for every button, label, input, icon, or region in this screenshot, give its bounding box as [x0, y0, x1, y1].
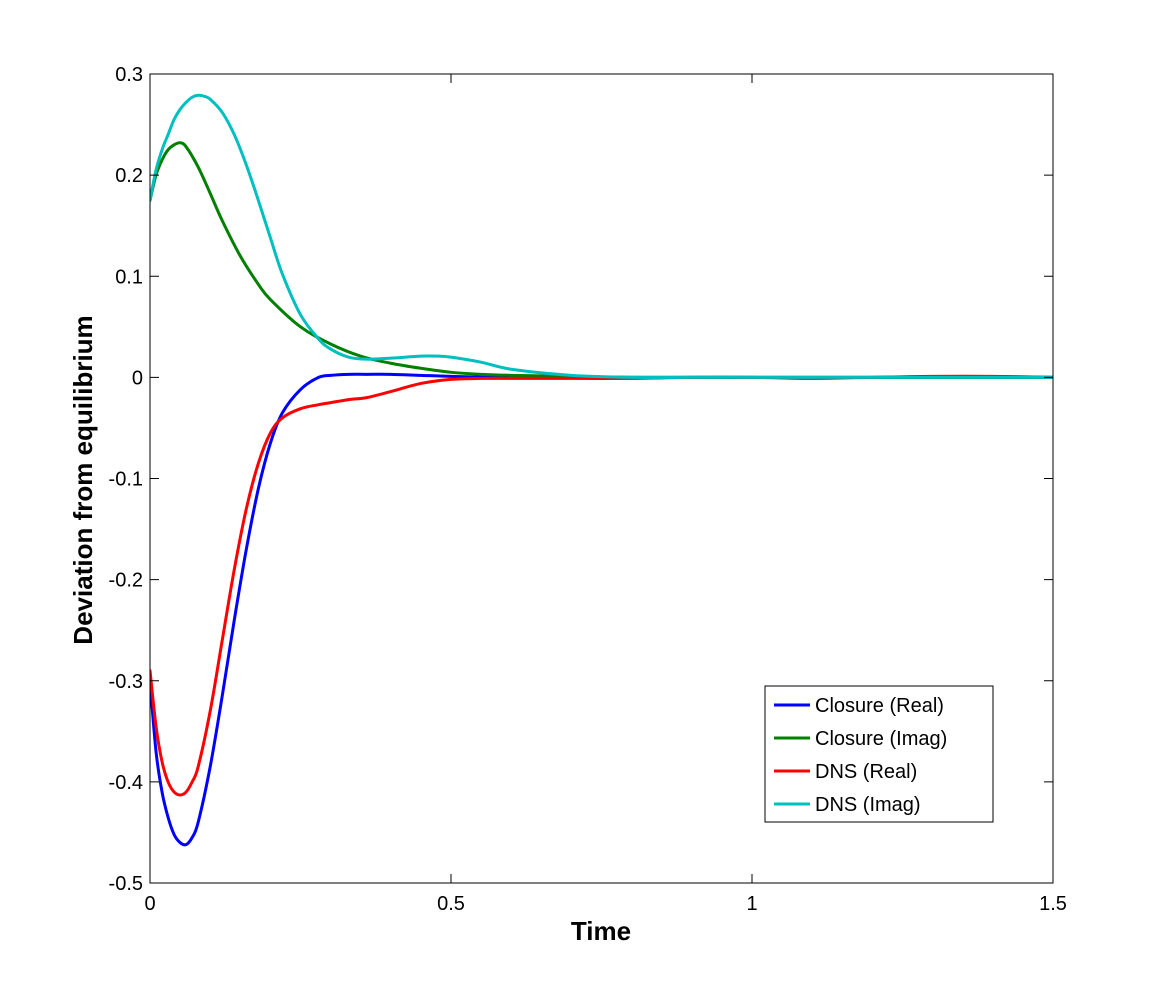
series-line-dns-imag [150, 93, 1053, 380]
y-tick-label: -0.4 [109, 772, 143, 794]
x-tick-label: 0 [144, 893, 155, 915]
y-tick-label: -0.3 [109, 671, 143, 693]
x-axis-title: Time [571, 916, 631, 946]
y-tick-label: 0.3 [115, 64, 143, 86]
legend-label: Closure (Imag) [815, 728, 947, 750]
legend-label: Closure (Real) [815, 695, 944, 717]
y-tick-label: 0.2 [115, 165, 143, 187]
plot-area: 0 0.5 1 1.5 -0.5 -0.4 -0.3 -0.2 -0.1 0 0.1 0.2 0.3 [109, 64, 1067, 915]
y-tick-label: -0.2 [109, 570, 143, 592]
legend-label: DNS (Real) [815, 761, 917, 783]
series-group [150, 93, 1053, 847]
y-tick-label: -0.1 [109, 469, 143, 491]
y-tick-label: 0 [132, 367, 143, 389]
y-tick-label: 0.1 [115, 266, 143, 288]
x-tick-label: 1.5 [1039, 893, 1067, 915]
x-tick-label: 1 [746, 893, 757, 915]
y-axis-title: Deviation from equilibrium [68, 315, 98, 644]
legend-label: DNS (Imag) [815, 794, 921, 816]
legend-box [764, 685, 994, 823]
x-tick-label: 0.5 [437, 893, 465, 915]
y-tick-label: -0.5 [109, 873, 143, 895]
legend: Closure (Real) Closure (Imag) DNS (Real) DN… [764, 685, 994, 823]
